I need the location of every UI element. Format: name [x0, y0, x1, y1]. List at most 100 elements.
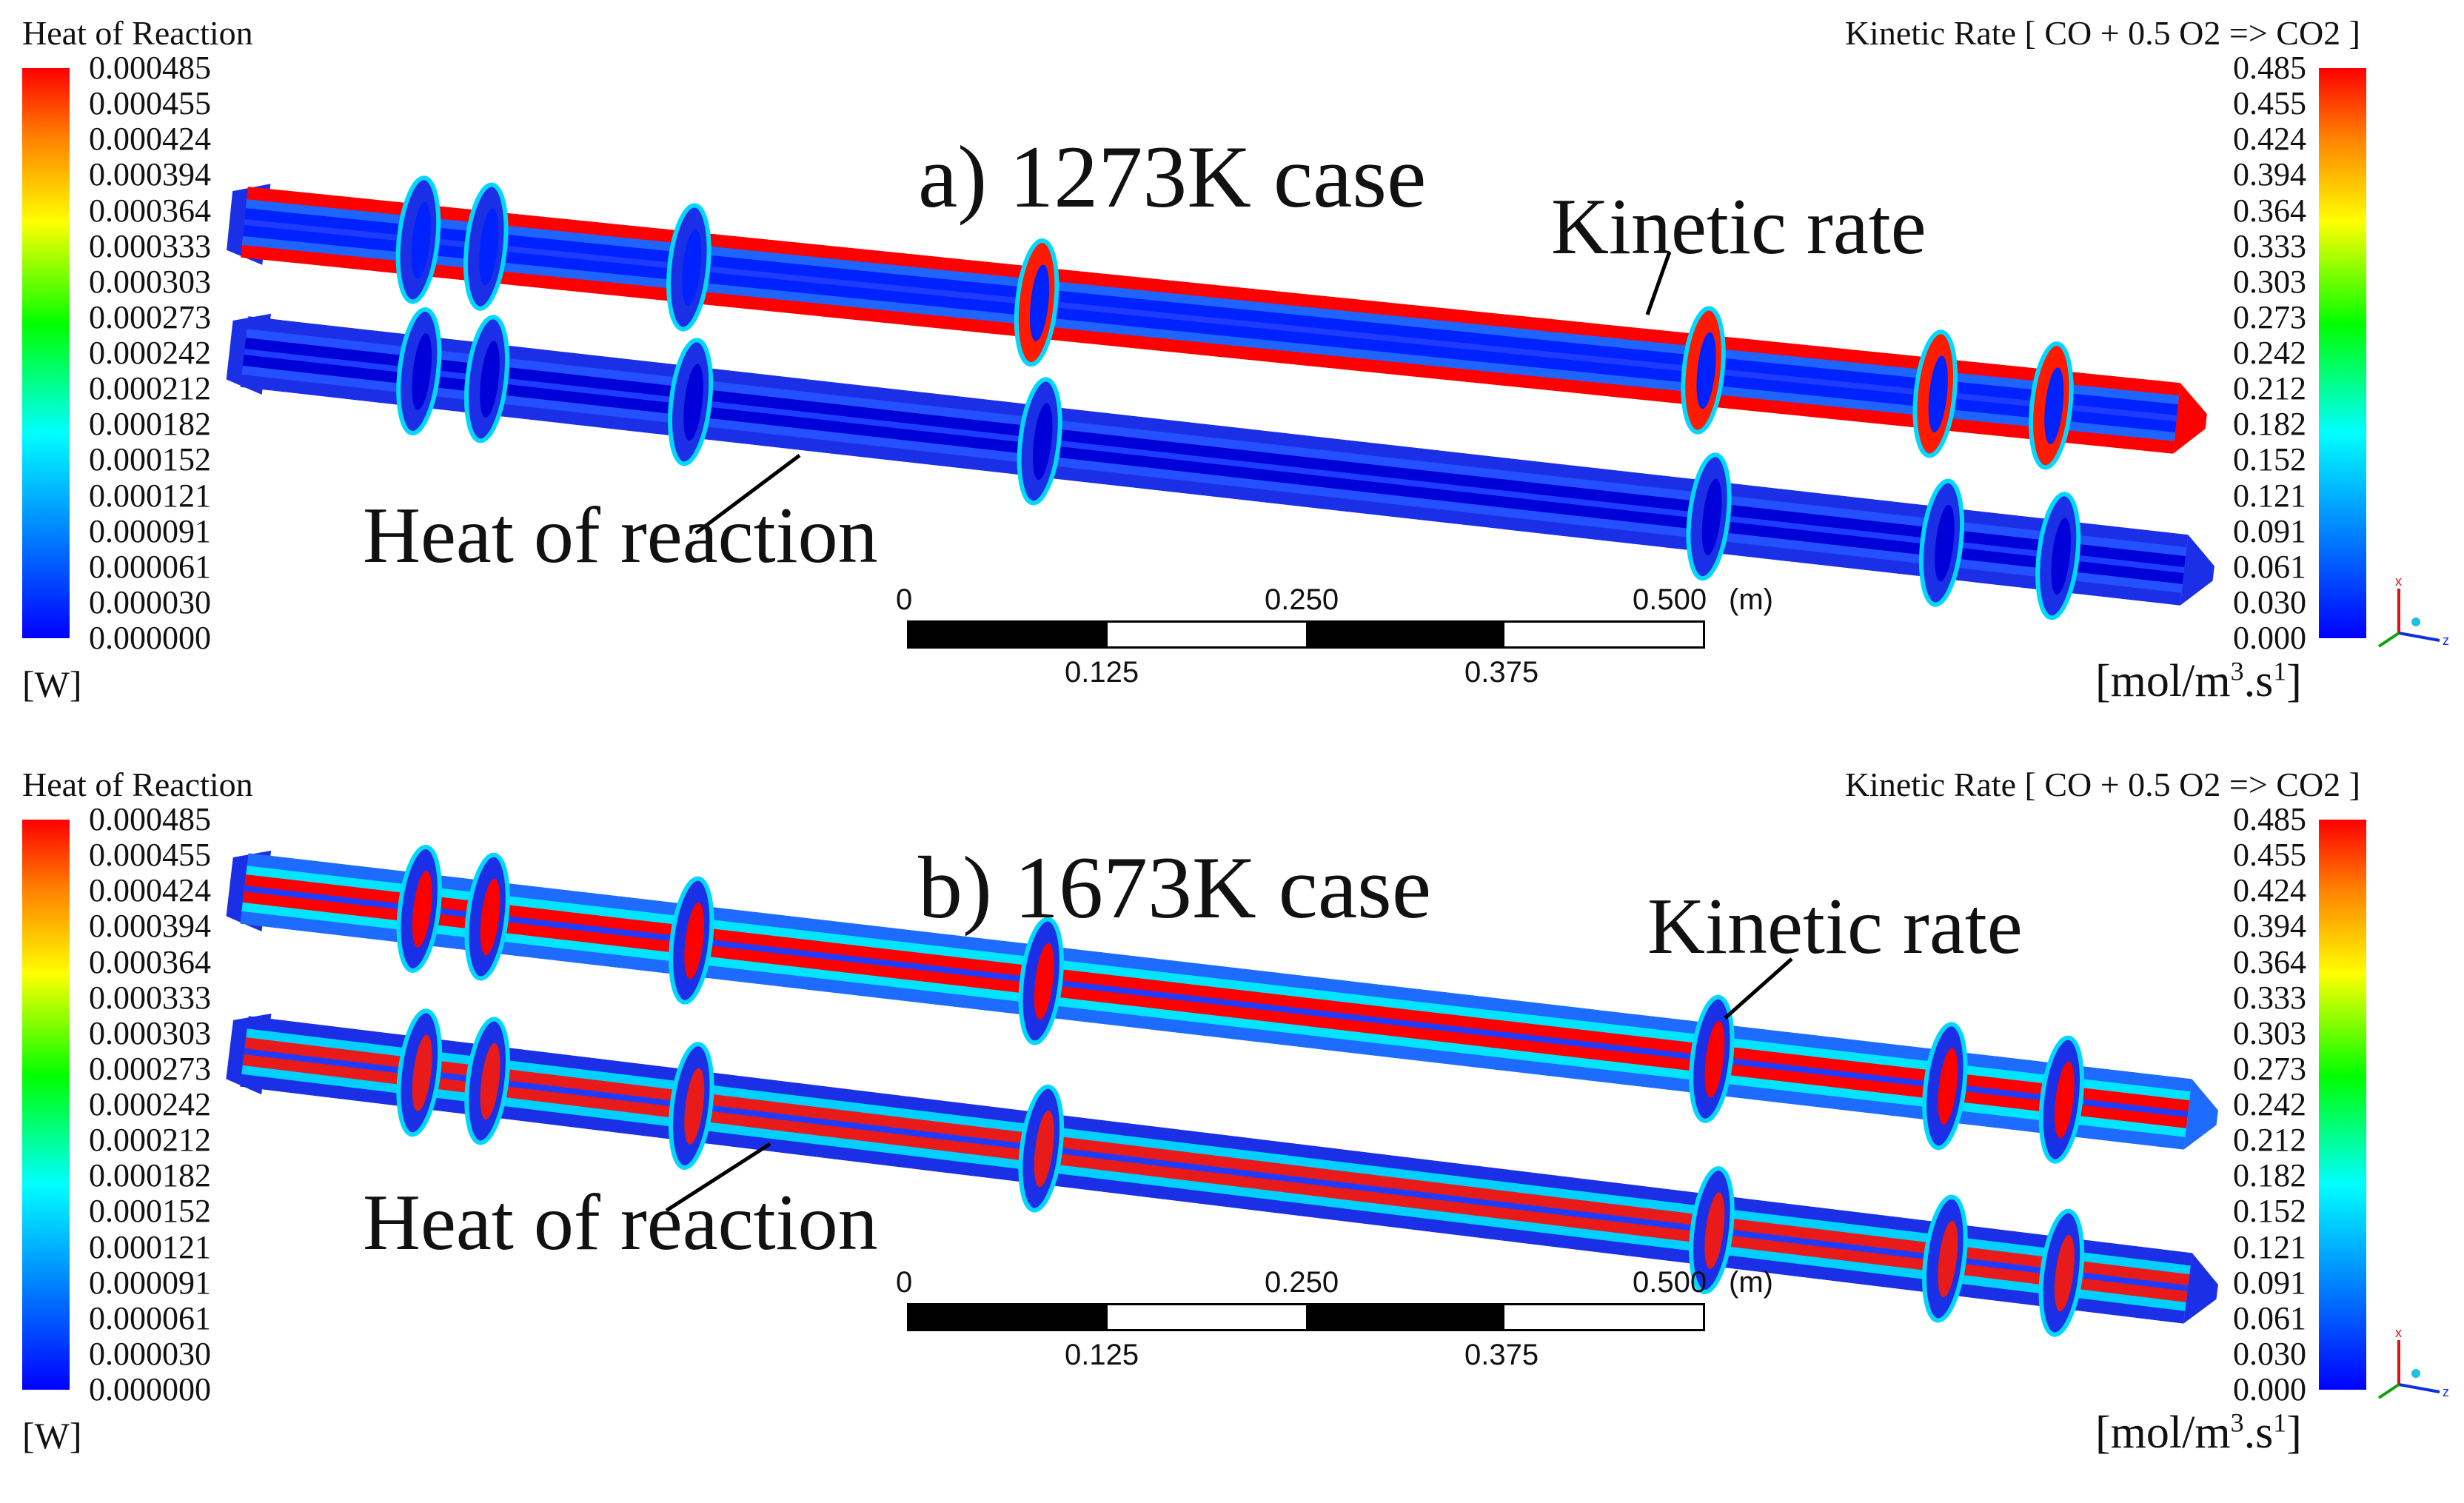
- svg-text:x: x: [2395, 574, 2402, 589]
- kinetic-legend-title: Kinetic Rate [ CO + 0.5 O2 => CO2 ]: [1844, 766, 2360, 803]
- scale-label-0: 0: [896, 583, 913, 616]
- tube-flange-bore: [1928, 355, 1948, 433]
- legend-tick-label: 0.273: [2233, 1050, 2306, 1087]
- tube-nozzle-tip: [2183, 1253, 2218, 1324]
- tube-nozzle-tip: [2173, 383, 2207, 454]
- scale-label-0500: 0.500: [1633, 1266, 1707, 1299]
- heat-legend-unit: [W]: [22, 1415, 82, 1456]
- kinetic-legend-unit: [mol/m3.s1]: [2095, 656, 2302, 706]
- case-label: a) 1273K case: [918, 127, 1427, 226]
- legend-tick-label: 0.394: [2233, 156, 2306, 193]
- heat-color-bar: [22, 820, 70, 1390]
- legend-tick-label: 0.000: [2233, 620, 2306, 656]
- axis-triad-icon: x z: [2377, 574, 2449, 648]
- kinetic-rate-tube: [227, 175, 2207, 470]
- legend-tick-label: 0.212: [2233, 370, 2306, 407]
- legend-tick-label: 0.000364: [89, 943, 211, 980]
- legend-tick-label: 0.333: [2233, 227, 2306, 264]
- legend-tick-label: 0.333: [2233, 979, 2306, 1016]
- tube-flange-bore: [682, 229, 702, 307]
- scale-label-0125: 0.125: [1065, 1339, 1139, 1371]
- tube-flange-bore: [480, 341, 500, 418]
- scale-segment: [909, 623, 1108, 646]
- legend-tick-label: 0.000000: [89, 620, 211, 656]
- legend-tick-label: 0.000121: [89, 477, 211, 514]
- legend-tick-label: 0.424: [2233, 121, 2306, 158]
- heat-of-reaction-tube: [226, 307, 2214, 620]
- tube-flange-bore: [1032, 403, 1053, 481]
- legend-tick-label: 0.000303: [89, 263, 211, 300]
- kinetic-legend-unit: [mol/m3.s1]: [2095, 1407, 2302, 1458]
- tube-flange-bore: [1034, 943, 1054, 1020]
- scale-bar: [907, 620, 1705, 649]
- legend-tick-label: 0.455: [2233, 85, 2306, 122]
- scale-segment: [909, 1305, 1108, 1329]
- legend-tick-label: 0.182: [2233, 1157, 2306, 1194]
- tube-flange-bore: [2054, 1235, 2075, 1312]
- heat-color-bar: [22, 68, 70, 638]
- scale-label-0375: 0.375: [1464, 656, 1539, 689]
- kinetic-legend-ticks: 0.485 0.455 0.424 0.394 0.364 0.333 0.303 0.273…: [2184, 802, 2306, 1407]
- heat-of-reaction-tube: [226, 1008, 2218, 1337]
- tube-flange-bore: [684, 902, 705, 980]
- tube-flange-bore: [1935, 504, 1955, 582]
- tube-flange-bore: [1704, 1192, 1725, 1269]
- legend-tick-label: 0.000273: [89, 1050, 211, 1087]
- svg-text:z: z: [2443, 633, 2449, 648]
- scale-segment: [1306, 623, 1504, 646]
- tube-flange-bore: [2051, 518, 2071, 595]
- legend-tick-label: 0.000182: [89, 406, 211, 443]
- kinetic-callout-leader: [1724, 957, 1793, 1020]
- tube-flange-bore: [1704, 1021, 1725, 1098]
- legend-tick-label: 0.091: [2233, 1264, 2306, 1301]
- tube-flange-bore: [480, 1042, 500, 1120]
- legend-tick-label: 0.152: [2233, 1193, 2306, 1230]
- heat-legend-ticks: 0.000485 0.000455 0.000424 0.000394 0.000364…: [89, 802, 259, 1407]
- legend-tick-label: 0.000455: [89, 837, 211, 874]
- legend-tick-label: 0.000061: [89, 548, 211, 585]
- case-label: b) 1673K case: [918, 838, 1432, 937]
- legend-tick-label: 0.000242: [89, 1086, 211, 1122]
- legend-tick-label: 0.212: [2233, 1122, 2306, 1159]
- scale-bar: [907, 1303, 1705, 1331]
- legend-tick-label: 0.000485: [89, 50, 211, 86]
- legend-tick-label: 0.424: [2233, 872, 2306, 909]
- legend-tick-label: 0.242: [2233, 1086, 2306, 1122]
- legend-tick-label: 0.273: [2233, 298, 2306, 335]
- tube-nozzle-tip: [2180, 535, 2214, 606]
- kinetic-callout-leader: [1645, 251, 1672, 315]
- legend-tick-label: 0.030: [2233, 1335, 2306, 1372]
- legend-tick-label: 0.030: [2233, 583, 2306, 620]
- legend-tick-label: 0.000212: [89, 1122, 211, 1159]
- tube-flange-bore: [1938, 1220, 1958, 1298]
- scale-label-0500: 0.500: [1633, 583, 1707, 616]
- legend-tick-label: 0.000152: [89, 1193, 211, 1230]
- scale-label-0375: 0.375: [1464, 1339, 1539, 1371]
- panel-a-1273k: Heat of Reaction 0.000485 0.000455 0.00042…: [22, 14, 2449, 706]
- legend-tick-label: 0.000091: [89, 512, 211, 549]
- tube-flange-bore: [1938, 1048, 1958, 1125]
- scale-segment: [1504, 623, 1703, 646]
- svg-text:z: z: [2443, 1385, 2449, 1399]
- tube-flange-bore: [479, 208, 499, 286]
- kinetic-rate-callout: Kinetic rate: [1551, 183, 1926, 271]
- legend-tick-label: 0.061: [2233, 1299, 2306, 1336]
- scale-segment: [1504, 1305, 1703, 1329]
- legend-tick-label: 0.000152: [89, 441, 211, 478]
- legend-tick-label: 0.000: [2233, 1371, 2306, 1407]
- legend-tick-label: 0.061: [2233, 548, 2306, 585]
- legend-tick-label: 0.000394: [89, 156, 211, 193]
- legend-tick-label: 0.000303: [89, 1014, 211, 1051]
- legend-tick-label: 0.485: [2233, 801, 2306, 837]
- legend-tick-label: 0.303: [2233, 1014, 2306, 1051]
- heat-of-reaction-callout: Heat of reaction: [363, 492, 878, 580]
- kinetic-legend-title: Kinetic Rate [ CO + 0.5 O2 => CO2 ]: [1844, 14, 2360, 52]
- legend-tick-label: 0.091: [2233, 512, 2306, 549]
- heat-callout-leader: [665, 1142, 771, 1213]
- axis-triad-icon: x z: [2377, 1325, 2449, 1399]
- heat-of-reaction-callout: Heat of reaction: [363, 1179, 878, 1267]
- legend-tick-label: 0.000394: [89, 908, 211, 945]
- legend-tick-label: 0.000333: [89, 979, 211, 1016]
- legend-tick-label: 0.000242: [89, 335, 211, 371]
- tube-render-scene: [226, 175, 2214, 620]
